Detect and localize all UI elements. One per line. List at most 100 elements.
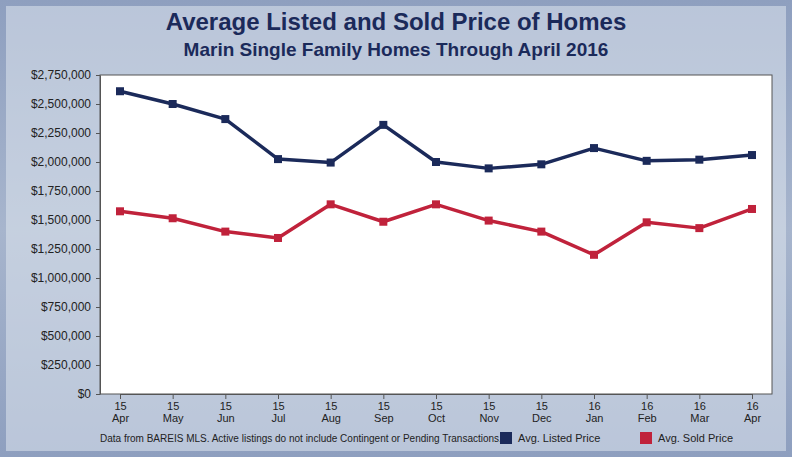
y-axis: $0$250,000$500,000$750,000$1,000,000$1,2… xyxy=(31,68,101,401)
x-tick-label: 16Jan xyxy=(586,400,604,425)
x-tick-label: 15Dec xyxy=(532,400,552,425)
y-tick-label: $2,750,000 xyxy=(31,68,91,82)
x-tick-mark xyxy=(173,394,174,399)
series-marker xyxy=(485,164,493,172)
series-marker xyxy=(379,121,387,129)
series-marker xyxy=(274,234,282,242)
series-marker xyxy=(537,160,545,168)
y-tick-mark xyxy=(96,365,100,366)
x-tick-label: 16Apr xyxy=(744,400,761,425)
y-tick-mark xyxy=(96,394,100,395)
x-tick: 15May xyxy=(163,394,184,424)
x-tick-label: 15Sep xyxy=(374,400,394,425)
y-tick-mark xyxy=(96,104,100,105)
x-tick: 15Nov xyxy=(479,394,499,424)
x-tick-label-line: Nov xyxy=(479,412,499,424)
series-marker xyxy=(695,156,703,164)
y-tick-label: $1,250,000 xyxy=(31,242,91,256)
series-marker xyxy=(116,207,124,215)
x-tick: 16Mar xyxy=(690,394,709,424)
series-marker xyxy=(537,228,545,236)
series-marker xyxy=(221,115,229,123)
series-marker xyxy=(643,218,651,226)
series-line xyxy=(120,91,752,168)
x-tick-mark xyxy=(331,394,332,399)
title: Average Listed and Sold Price of Homes xyxy=(166,8,627,35)
y-tick: $250,000 xyxy=(41,358,100,372)
x-tick-mark xyxy=(489,394,490,399)
x-tick-mark xyxy=(278,394,279,399)
x-tick-label-line: Apr xyxy=(744,412,761,424)
x-tick-label-line: Oct xyxy=(428,412,445,424)
x-tick-mark xyxy=(699,394,700,399)
panel xyxy=(6,6,786,451)
x-tick-label-line: 16 xyxy=(588,400,600,412)
series-marker xyxy=(327,200,335,208)
x-tick-label-line: 15 xyxy=(167,400,179,412)
x-tick-label-line: 15 xyxy=(483,400,495,412)
x-tick-label-line: Dec xyxy=(532,412,552,424)
x-tick-label: 15Jun xyxy=(217,400,235,425)
x-tick-label-line: Apr xyxy=(112,412,129,424)
series-marker xyxy=(221,228,229,236)
series-marker xyxy=(485,217,493,225)
chart: Average Listed and Sold Price of Homes Ma… xyxy=(0,0,792,457)
series-line xyxy=(120,204,752,254)
x-tick: 15Aug xyxy=(321,394,341,424)
series-marker xyxy=(643,157,651,165)
x-tick-label-line: Sep xyxy=(374,412,394,424)
y-tick-mark xyxy=(96,336,100,337)
y-axis-line xyxy=(100,76,101,395)
y-tick-mark xyxy=(96,220,100,221)
y-tick-mark xyxy=(96,191,100,192)
x-tick-mark xyxy=(752,394,753,399)
x-axis: 15Apr15May15Jun15Jul15Aug15Sep15Oct15Nov… xyxy=(112,394,761,424)
series-marker xyxy=(116,87,124,95)
x-tick-mark xyxy=(225,394,226,399)
x-tick-label-line: 15 xyxy=(378,400,390,412)
y-tick-mark xyxy=(96,162,100,163)
y-tick-mark xyxy=(96,133,100,134)
x-tick-label-line: Jun xyxy=(217,412,235,424)
series-marker xyxy=(327,159,335,167)
x-tick: 16Feb xyxy=(638,394,657,424)
y-tick: $500,000 xyxy=(41,329,100,343)
x-tick-label: 15Nov xyxy=(479,400,499,425)
x-tick-mark xyxy=(383,394,384,399)
y-tick: $1,500,000 xyxy=(31,213,100,227)
y-tick: $2,750,000 xyxy=(31,68,100,82)
x-tick-label-line: Mar xyxy=(690,412,709,424)
x-tick: 15Oct xyxy=(428,394,445,424)
y-tick: $2,000,000 xyxy=(31,155,100,169)
x-tick-label-line: 16 xyxy=(641,400,653,412)
y-tick-label: $1,500,000 xyxy=(31,213,91,227)
y-tick-label: $2,250,000 xyxy=(31,126,91,140)
x-tick-label-line: 15 xyxy=(536,400,548,412)
x-tick-label-line: Jul xyxy=(271,412,285,424)
x-tick-label-line: 15 xyxy=(430,400,442,412)
y-tick-mark xyxy=(96,307,100,308)
y-tick-label: $2,500,000 xyxy=(31,97,91,111)
y-tick: $1,000,000 xyxy=(31,271,100,285)
series-marker xyxy=(695,224,703,232)
x-tick-label: 16Mar xyxy=(690,400,709,425)
x-tick-label: 15Jul xyxy=(271,400,285,425)
x-tick-label: 15Oct xyxy=(428,400,445,425)
annotation: Data from BAREIS MLS. Active listings do… xyxy=(100,433,502,444)
x-tick: 16Jan xyxy=(586,394,604,424)
y-tick: $2,500,000 xyxy=(31,97,100,111)
series-marker xyxy=(432,158,440,166)
x-tick-label-line: 16 xyxy=(746,400,758,412)
series-marker xyxy=(748,151,756,159)
x-tick-label-line: Jan xyxy=(586,412,604,424)
y-tick-mark xyxy=(96,278,100,279)
legend: Avg. Listed PriceAvg. Sold Price xyxy=(500,432,733,444)
y-tick: $750,000 xyxy=(41,300,100,314)
x-tick-mark xyxy=(541,394,542,399)
series-marker xyxy=(379,218,387,226)
legend-label: Avg. Listed Price xyxy=(518,432,600,444)
x-tick-mark xyxy=(647,394,648,399)
x-tick-label-line: 15 xyxy=(325,400,337,412)
x-tick: 15Jul xyxy=(271,394,285,424)
x-tick-label: 16Feb xyxy=(638,400,657,425)
